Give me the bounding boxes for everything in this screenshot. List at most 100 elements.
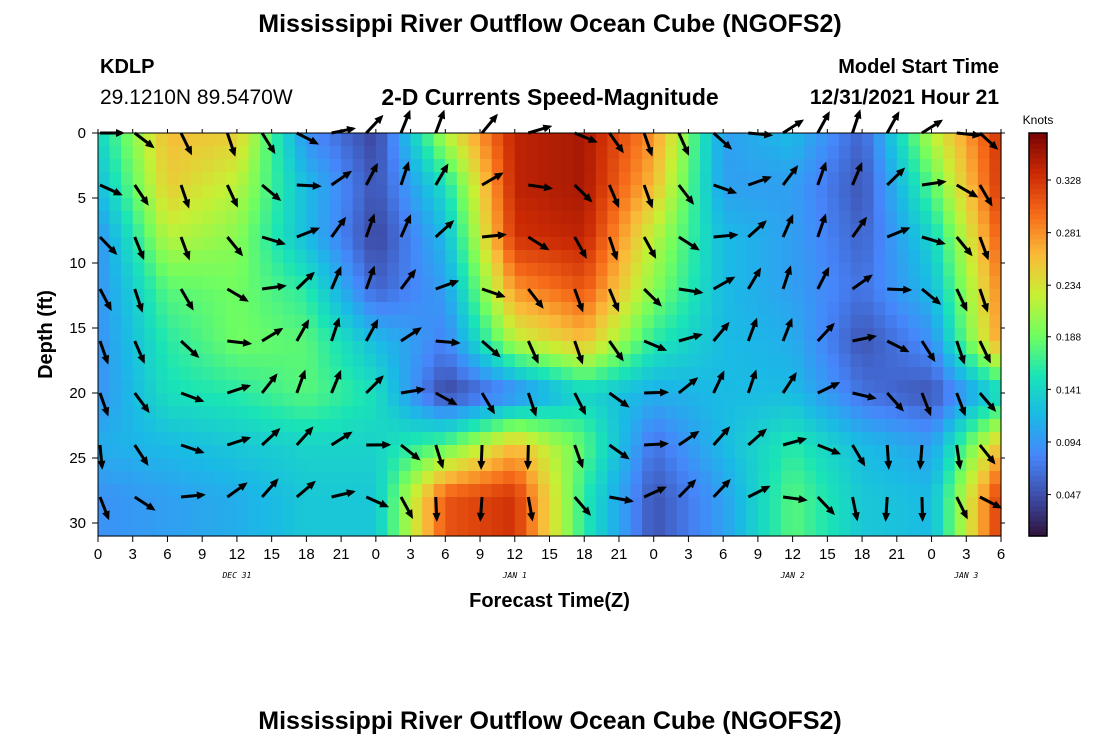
x-tick-label: 6 xyxy=(163,546,171,563)
heatmap-cell xyxy=(155,419,169,433)
heatmap-cell xyxy=(537,328,551,342)
heatmap-cell xyxy=(317,289,331,303)
heatmap-cell xyxy=(202,484,215,498)
colorbar-segment xyxy=(1029,379,1047,386)
heatmap-cell xyxy=(966,263,979,277)
heatmap-cell xyxy=(757,289,771,303)
heatmap-cell xyxy=(584,354,597,368)
heatmap-cell xyxy=(306,497,319,511)
heatmap-cell xyxy=(294,341,307,355)
heatmap-cell xyxy=(723,250,736,264)
current-vector-arrow xyxy=(781,165,799,186)
heatmap-cell xyxy=(723,458,736,472)
heatmap-cell xyxy=(896,185,909,199)
heatmap-cell xyxy=(445,510,458,524)
heatmap-cell xyxy=(954,367,967,381)
heatmap-cell xyxy=(236,471,250,485)
heatmap-cell xyxy=(642,523,655,537)
heatmap-cell xyxy=(375,445,389,459)
heatmap-cell xyxy=(781,510,794,524)
heatmap-cell xyxy=(236,133,250,147)
heatmap-cell xyxy=(248,211,261,225)
current-vector-arrow xyxy=(817,443,841,455)
heatmap-cell xyxy=(167,419,180,433)
heatmap-cell xyxy=(931,302,944,316)
heatmap-cell xyxy=(989,419,1002,433)
heatmap-cell xyxy=(190,497,203,511)
heatmap-cell xyxy=(144,276,157,290)
heatmap-cell xyxy=(827,185,840,199)
heatmap-cell xyxy=(827,419,840,433)
current-vector-arrow xyxy=(747,220,767,239)
heatmap-cell xyxy=(422,432,435,446)
heatmap-cell xyxy=(653,276,666,290)
heatmap-cell xyxy=(387,289,400,303)
heatmap-cell xyxy=(966,146,979,160)
heatmap-cell xyxy=(537,211,551,225)
heatmap-cell xyxy=(873,224,886,238)
heatmap-cell xyxy=(584,315,597,329)
heatmap-cell xyxy=(294,172,307,186)
heatmap-cell xyxy=(734,159,747,173)
current-vector-arrow xyxy=(365,114,384,135)
heatmap-cell xyxy=(341,250,354,264)
heatmap-cell xyxy=(873,445,886,459)
heatmap-cell xyxy=(908,367,921,381)
heatmap-cell xyxy=(260,341,273,355)
colorbar-segment xyxy=(1029,253,1047,260)
heatmap-cell xyxy=(584,406,597,420)
heatmap-cell xyxy=(144,315,157,329)
heatmap-cell xyxy=(248,185,261,199)
heatmap-cell xyxy=(827,263,840,277)
current-vector-arrow xyxy=(133,495,156,511)
heatmap-cell xyxy=(399,133,412,147)
heatmap-cell xyxy=(746,393,759,407)
heatmap-cell xyxy=(688,276,701,290)
heatmap-cell xyxy=(456,510,470,524)
x-tick-label: 15 xyxy=(263,546,280,563)
heatmap-cell xyxy=(966,419,979,433)
heatmap-cell xyxy=(769,445,782,459)
heatmap-cell xyxy=(734,445,747,459)
heatmap-cell xyxy=(804,432,817,446)
heatmap-cell xyxy=(815,458,828,472)
heatmap-cell xyxy=(190,380,203,394)
heatmap-cell xyxy=(271,146,284,160)
heatmap-cell xyxy=(375,341,389,355)
heatmap-cell xyxy=(584,367,597,381)
heatmap-cell xyxy=(248,289,261,303)
heatmap-cell xyxy=(653,471,666,485)
heatmap-cell xyxy=(862,432,875,446)
current-vector-arrow xyxy=(480,392,495,415)
current-vector-arrow xyxy=(644,440,670,449)
heatmap-cell xyxy=(433,523,446,537)
heatmap-cell xyxy=(445,406,458,420)
heatmap-cell xyxy=(769,198,782,212)
heatmap-cell xyxy=(271,159,284,173)
colorbar-segment xyxy=(1029,384,1047,391)
heatmap-cell xyxy=(549,484,562,498)
current-vector-arrow xyxy=(133,288,144,313)
heatmap-cell xyxy=(109,172,122,186)
heatmap-cell xyxy=(908,315,921,329)
heatmap-cell xyxy=(399,471,412,485)
heatmap-cell xyxy=(213,419,226,433)
heatmap-cell xyxy=(595,302,608,316)
heatmap-cell xyxy=(931,328,944,342)
heatmap-cell xyxy=(514,237,527,251)
heatmap-cell xyxy=(572,276,585,290)
current-vector-arrow xyxy=(226,287,249,302)
current-vector-arrow xyxy=(526,340,539,364)
heatmap-cell xyxy=(642,367,655,381)
heatmap-cell xyxy=(676,172,690,186)
heatmap-cell xyxy=(862,380,875,394)
heatmap-cell xyxy=(387,276,400,290)
colorbar-segment xyxy=(1029,329,1047,336)
heatmap-cell xyxy=(213,497,226,511)
heatmap-cell xyxy=(966,289,979,303)
heatmap-cell xyxy=(422,380,435,394)
heatmap-cell xyxy=(248,302,261,316)
heatmap-cell xyxy=(885,406,898,420)
heatmap-cell xyxy=(549,445,562,459)
heatmap-cell xyxy=(375,185,389,199)
